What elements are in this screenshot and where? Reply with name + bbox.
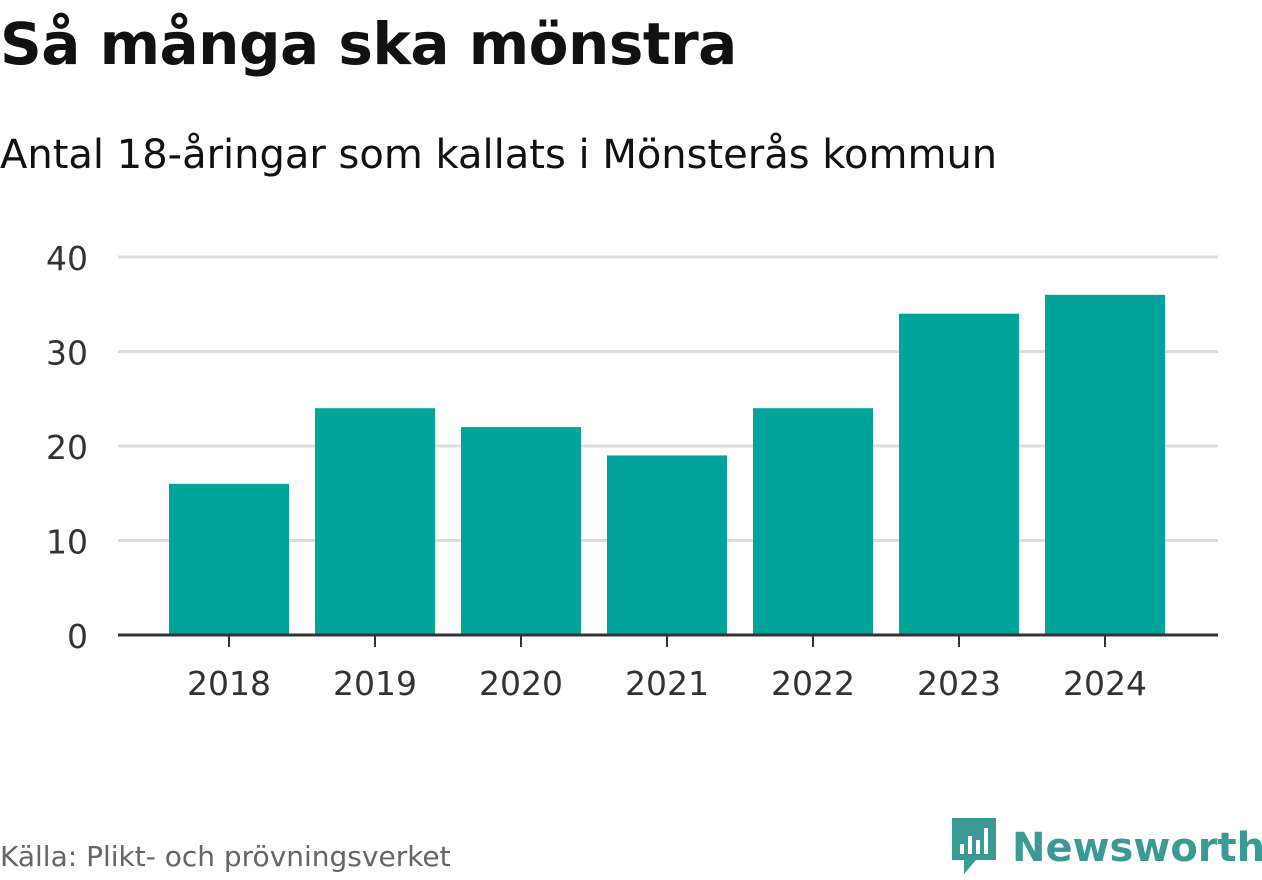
x-tick-label: 2022 bbox=[771, 664, 855, 703]
brand-name: Newsworthy bbox=[1012, 825, 1262, 871]
bar bbox=[607, 455, 727, 635]
y-tick-label: 40 bbox=[46, 239, 88, 278]
y-tick-label: 10 bbox=[46, 523, 88, 562]
bar bbox=[1045, 294, 1165, 635]
bar bbox=[753, 408, 873, 635]
bar bbox=[169, 483, 289, 635]
bar-chart: 0 10 20 30 40 2018 2019 2020 2021 2022 2023 2024 bbox=[46, 239, 1218, 703]
x-tick-label: 2019 bbox=[333, 664, 417, 703]
y-tick-label: 30 bbox=[46, 334, 88, 373]
y-tick-label: 0 bbox=[67, 617, 88, 656]
brand: Newsworthy bbox=[950, 818, 1262, 878]
x-tick-label: 2024 bbox=[1063, 664, 1147, 703]
y-tick-label: 20 bbox=[46, 428, 88, 467]
bar bbox=[899, 313, 1019, 635]
source-note: Källa: Plikt- och prövningsverket bbox=[0, 840, 451, 873]
bar bbox=[315, 408, 435, 635]
chart-subtitle: Antal 18-åringar som kallats i Mönsterås… bbox=[0, 132, 998, 178]
x-tick-label: 2021 bbox=[625, 664, 709, 703]
x-tick-label: 2023 bbox=[917, 664, 1001, 703]
x-tick-label: 2020 bbox=[479, 664, 563, 703]
newsworthy-logo-icon bbox=[950, 816, 998, 880]
x-tick-label: 2018 bbox=[187, 664, 271, 703]
chart-title: Så många ska mönstra bbox=[0, 10, 737, 78]
bar bbox=[461, 427, 581, 635]
